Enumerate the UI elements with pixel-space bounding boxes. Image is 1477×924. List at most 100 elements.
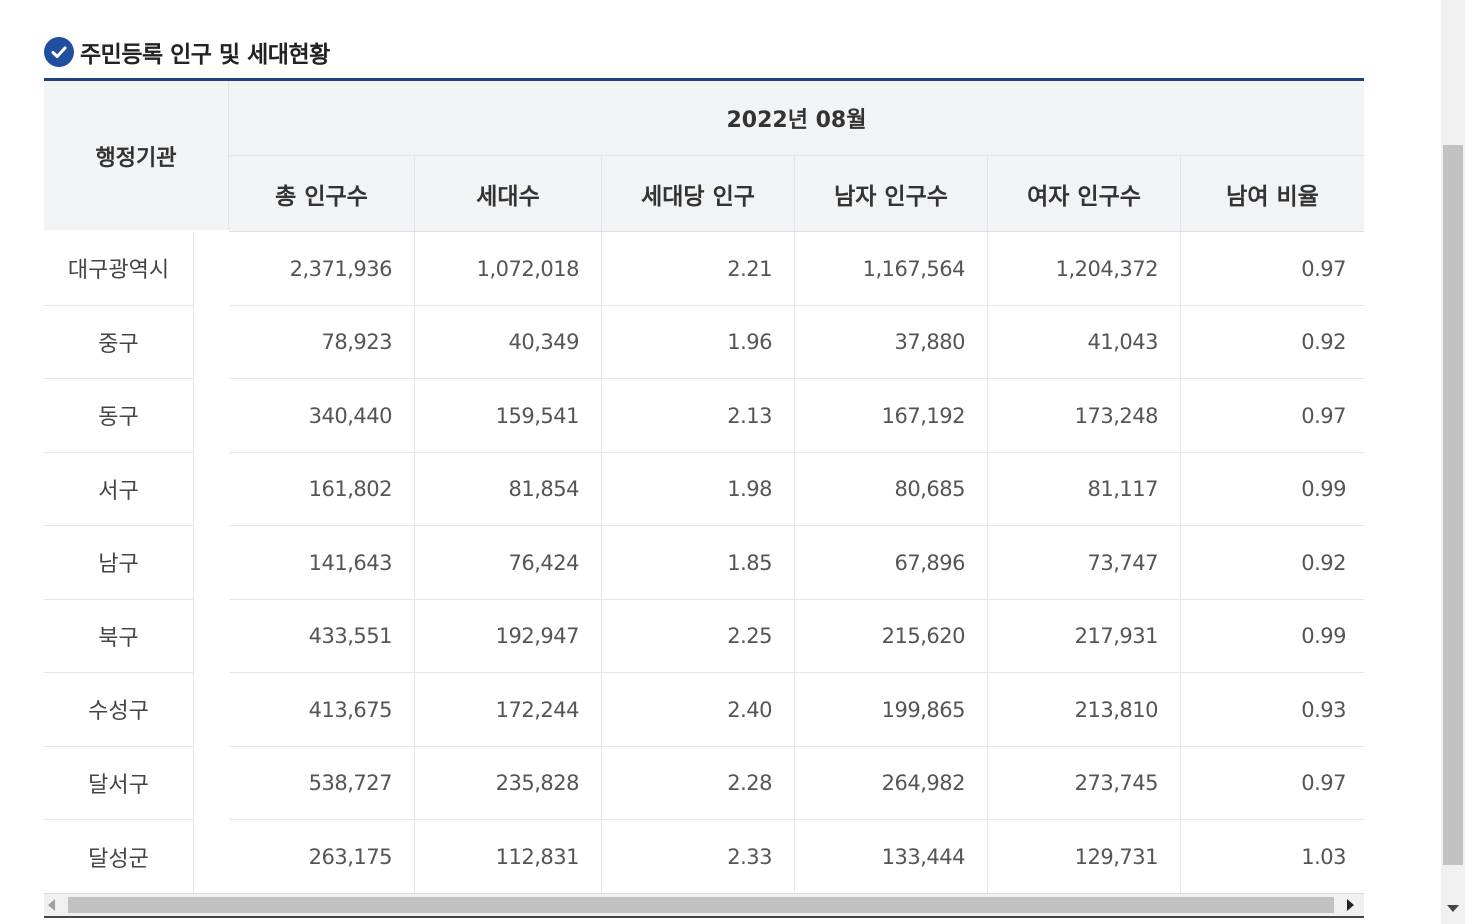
col-header-households: 세대수	[415, 156, 602, 231]
cell-persons-per-household: 1.96	[602, 305, 795, 379]
page-title: 주민등록 인구 및 세대현황	[80, 42, 330, 68]
cell-persons-per-household: 1.85	[602, 526, 795, 600]
cell-persons-per-household: 2.21	[602, 232, 795, 306]
table-top-rule	[44, 78, 1364, 81]
table-row: 동구 340,440 159,541 2.13 167,192 173,248 0.97	[44, 379, 1364, 453]
vertical-scroll-thumb[interactable]	[1443, 145, 1463, 865]
section-title: 주민등록 인구 및 세대현황	[44, 36, 330, 68]
cell-male-population: 215,620	[795, 599, 988, 673]
cell-persons-per-household: 2.13	[602, 379, 795, 453]
cell-female-population: 1,204,372	[988, 232, 1181, 306]
check-circle-icon	[44, 37, 74, 67]
cell-female-population: 217,931	[988, 599, 1181, 673]
cell-total-population: 141,643	[229, 526, 415, 600]
row-agency-name: 동구	[44, 379, 194, 453]
row-agency-name: 달성군	[44, 820, 194, 894]
row-spacer	[194, 747, 229, 821]
table-row: 수성구 413,675 172,244 2.40 199,865 213,810 0.93	[44, 673, 1364, 747]
vertical-scrollbar[interactable]	[1441, 0, 1465, 924]
cell-male-population: 1,167,564	[795, 232, 988, 306]
cell-female-population: 273,745	[988, 746, 1181, 820]
cell-total-population: 433,551	[229, 599, 415, 673]
cell-male-population: 133,444	[795, 820, 988, 894]
row-agency-name: 대구광역시	[44, 232, 194, 306]
cell-households: 81,854	[415, 452, 602, 526]
cell-households: 76,424	[415, 526, 602, 600]
cell-households: 235,828	[415, 746, 602, 820]
row-agency-name: 북구	[44, 599, 194, 673]
cell-female-population: 213,810	[988, 673, 1181, 747]
cell-sex-ratio: 0.97	[1301, 403, 1346, 428]
agency-header: 행정기관	[44, 81, 228, 230]
row-agency-name: 달서구	[44, 746, 194, 820]
horizontal-scroll-thumb[interactable]	[68, 897, 1334, 913]
cell-sex-ratio: 0.97	[1301, 771, 1346, 796]
cell-total-population: 413,675	[229, 673, 415, 747]
cell-sex-ratio: 0.93	[1301, 697, 1346, 722]
row-values: 433,551 192,947 2.25 215,620 217,931 0.99	[229, 599, 1364, 673]
table-row: 중구 78,923 40,349 1.96 37,880 41,043 0.92	[44, 305, 1364, 380]
cell-sex-ratio: 0.92	[1301, 330, 1346, 355]
cell-persons-per-household: 2.40	[602, 673, 795, 747]
scroll-down-icon[interactable]	[1447, 905, 1459, 912]
cell-persons-per-household: 2.33	[602, 820, 795, 894]
period-header: 2022년 08월	[229, 81, 1364, 156]
row-spacer	[194, 232, 229, 306]
col-header-male-population: 남자 인구수	[795, 156, 988, 231]
cell-total-population: 263,175	[229, 820, 415, 894]
row-agency-name: 수성구	[44, 673, 194, 747]
cell-sex-ratio: 1.03	[1301, 844, 1346, 869]
cell-households: 192,947	[415, 599, 602, 673]
cell-male-population: 264,982	[795, 746, 988, 820]
cell-female-population: 73,747	[988, 526, 1181, 600]
horizontal-scrollbar[interactable]	[44, 893, 1364, 918]
cell-total-population: 538,727	[229, 746, 415, 820]
col-header-persons-per-household: 세대당 인구	[602, 156, 795, 231]
cell-sex-ratio: 0.99	[1301, 477, 1346, 502]
column-headers: 총 인구수 세대수 세대당 인구 남자 인구수 여자 인구수 남여 비율	[229, 156, 1364, 232]
row-values: 141,643 76,424 1.85 67,896 73,747 0.92	[229, 526, 1364, 600]
cell-female-population: 41,043	[988, 305, 1181, 379]
cell-male-population: 199,865	[795, 673, 988, 747]
cell-households: 172,244	[415, 673, 602, 747]
cell-total-population: 78,923	[229, 305, 415, 379]
cell-male-population: 67,896	[795, 526, 988, 600]
cell-total-population: 2,371,936	[229, 232, 415, 306]
table-row: 달성군 263,175 112,831 2.33 133,444 129,731 1.03	[44, 820, 1364, 894]
cell-households: 1,072,018	[415, 232, 602, 306]
table-row: 북구 433,551 192,947 2.25 215,620 217,931 0.99	[44, 599, 1364, 673]
row-values: 538,727 235,828 2.28 264,982 273,745 0.97	[229, 746, 1364, 820]
header-divider	[228, 81, 229, 230]
row-values: 263,175 112,831 2.33 133,444 129,731 1.03	[229, 820, 1364, 894]
scroll-right-icon[interactable]	[1347, 899, 1354, 911]
cell-total-population: 161,802	[229, 452, 415, 526]
table-row: 대구광역시 2,371,936 1,072,018 2.21 1,167,564 1,20…	[44, 232, 1364, 306]
table-body: 대구광역시 2,371,936 1,072,018 2.21 1,167,564 1,20…	[44, 232, 1364, 894]
population-table	[44, 78, 1364, 81]
row-spacer	[194, 379, 229, 453]
cell-male-population: 80,685	[795, 452, 988, 526]
cell-households: 112,831	[415, 820, 602, 894]
cell-sex-ratio: 0.97	[1301, 256, 1346, 281]
cell-households: 40,349	[415, 305, 602, 379]
row-spacer	[194, 673, 229, 747]
row-values: 78,923 40,349 1.96 37,880 41,043 0.92	[229, 305, 1364, 379]
cell-female-population: 173,248	[988, 379, 1181, 453]
scroll-left-icon[interactable]	[48, 899, 55, 911]
row-values: 340,440 159,541 2.13 167,192 173,248 0.97	[229, 379, 1364, 453]
table-row: 서구 161,802 81,854 1.98 80,685 81,117 0.99	[44, 452, 1364, 526]
cell-households: 159,541	[415, 379, 602, 453]
cell-persons-per-household: 1.98	[602, 452, 795, 526]
table-row: 달서구 538,727 235,828 2.28 264,982 273,745 0.97	[44, 746, 1364, 821]
row-agency-name: 중구	[44, 305, 194, 379]
cell-female-population: 129,731	[988, 820, 1181, 894]
cell-sex-ratio: 0.99	[1301, 624, 1346, 649]
cell-total-population: 340,440	[229, 379, 415, 453]
cell-persons-per-household: 2.25	[602, 599, 795, 673]
col-header-female-population: 여자 인구수	[988, 156, 1181, 231]
cell-male-population: 37,880	[795, 305, 988, 379]
row-spacer	[194, 306, 229, 380]
cell-persons-per-household: 2.28	[602, 746, 795, 820]
cell-male-population: 167,192	[795, 379, 988, 453]
row-spacer	[194, 526, 229, 600]
